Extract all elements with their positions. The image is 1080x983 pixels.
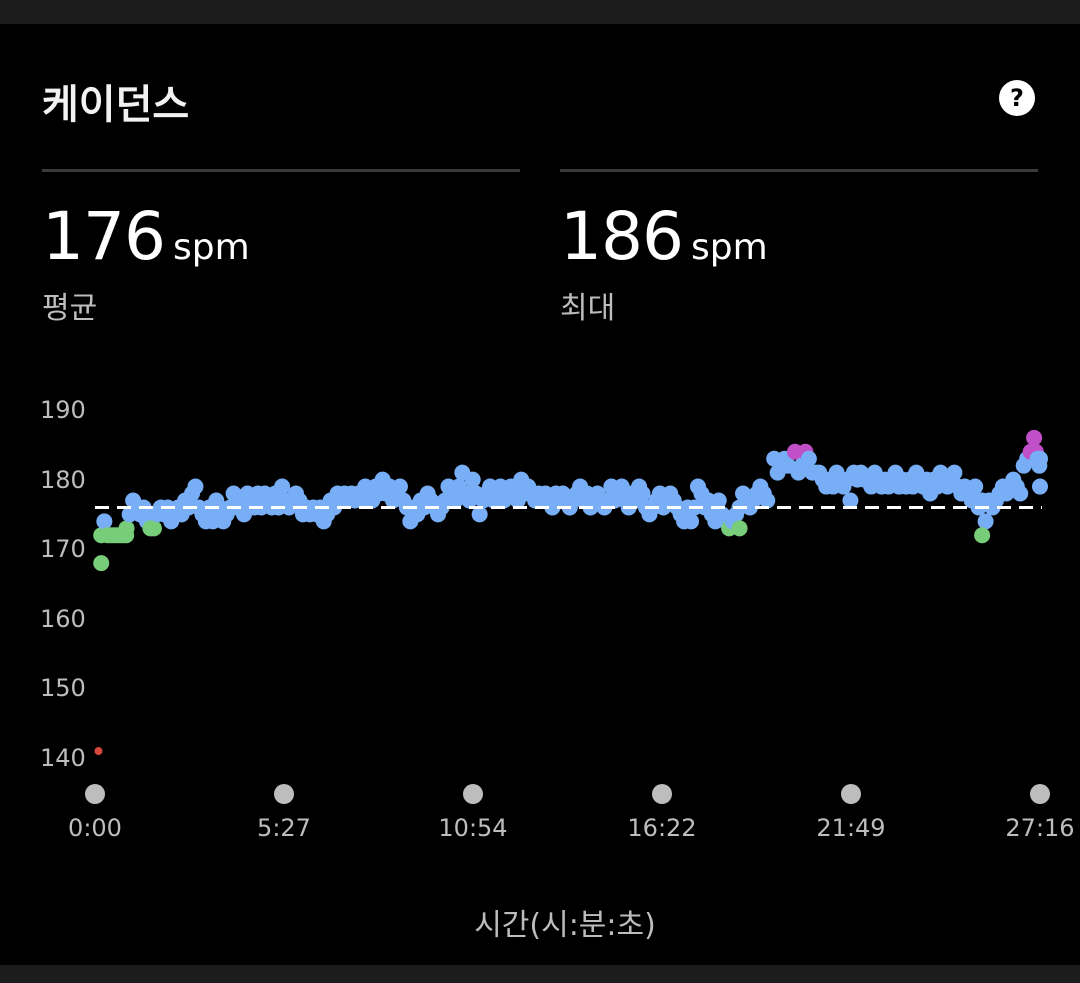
- data-point: [1026, 429, 1043, 446]
- x-axis-tick-dot: [1030, 784, 1050, 804]
- y-tick-150: 150: [40, 674, 86, 702]
- data-point: [471, 506, 488, 523]
- data-point: [94, 747, 103, 756]
- y-tick-170: 170: [40, 535, 86, 563]
- x-axis-tick-dot: [85, 784, 105, 804]
- x-tick-label: 10:54: [438, 814, 508, 842]
- data-point: [93, 555, 110, 572]
- data-point: [464, 471, 481, 488]
- x-axis-title: 시간(시:분:초): [474, 908, 656, 943]
- data-point: [683, 513, 700, 530]
- average-unit: spm: [172, 227, 250, 268]
- status-strip: [0, 0, 1080, 24]
- y-tick-180: 180: [40, 466, 86, 494]
- divider-right: [560, 169, 1038, 172]
- data-point: [274, 478, 291, 495]
- x-axis-tick-dot: [841, 784, 861, 804]
- page-title: 케이던스: [42, 82, 190, 128]
- question-icon[interactable]: ?: [999, 80, 1035, 116]
- data-point: [842, 492, 859, 509]
- data-point: [187, 478, 204, 495]
- average-value: 176: [42, 198, 166, 275]
- y-tick-160: 160: [40, 605, 86, 633]
- data-point: [1032, 478, 1048, 495]
- data-point: [391, 478, 408, 495]
- x-tick-label: 0:00: [68, 814, 122, 842]
- max-stat: 186 spm 최대: [560, 198, 768, 327]
- data-point: [759, 492, 776, 509]
- data-point: [1032, 450, 1048, 467]
- average-label: 평균: [42, 291, 98, 326]
- data-point: [96, 513, 113, 530]
- x-tick-label: 16:22: [627, 814, 697, 842]
- data-point: [142, 520, 159, 537]
- x-axis-tick-dot: [274, 784, 294, 804]
- max-value: 186: [560, 198, 684, 275]
- data-point: [974, 527, 991, 544]
- x-axis-tick-dot: [652, 784, 672, 804]
- divider-left: [42, 169, 520, 172]
- y-tick-190: 190: [40, 396, 86, 424]
- x-tick-label: 21:49: [816, 814, 886, 842]
- data-point: [967, 478, 984, 495]
- y-tick-140: 140: [40, 744, 86, 772]
- data-point: [977, 513, 994, 530]
- data-point: [800, 450, 817, 467]
- x-axis-tick-dot: [463, 784, 483, 804]
- data-point: [946, 464, 963, 481]
- data-point: [118, 527, 135, 544]
- data-point: [731, 520, 748, 537]
- data-point: [634, 485, 651, 502]
- bottom-strip: [0, 965, 1080, 983]
- x-tick-label: 27:16: [1005, 814, 1075, 842]
- data-point: [1012, 485, 1029, 502]
- max-label: 최대: [560, 291, 616, 326]
- average-stat: 176 spm 평균: [42, 198, 250, 327]
- data-point: [710, 492, 727, 509]
- x-tick-label: 5:27: [257, 814, 311, 842]
- max-unit: spm: [690, 227, 768, 268]
